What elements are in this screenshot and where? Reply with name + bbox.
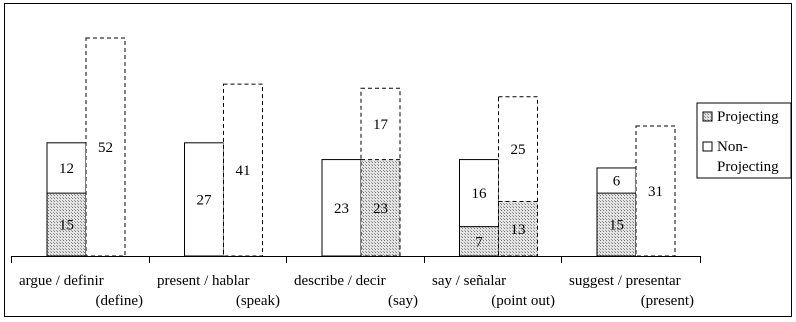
data-label-non-projecting-cat1-stack1: 12 — [59, 161, 74, 177]
data-label-non-projecting-cat1-stack2: 52 — [98, 140, 113, 156]
data-label-projecting-cat5-stack1: 15 — [609, 218, 624, 234]
data-label-non-projecting-cat5-stack1: 6 — [613, 174, 621, 190]
bar-non-projecting-cat3-stack1 — [322, 159, 361, 256]
bar-non-projecting-cat4-stack2 — [498, 96, 538, 202]
data-label-projecting-cat4-stack1: 7 — [475, 234, 483, 250]
data-label-non-projecting-cat4-stack2: 25 — [511, 142, 526, 158]
x-tick-label-3-line1: describe / decir — [294, 273, 386, 289]
legend-box — [696, 102, 792, 179]
bar-non-projecting-cat1-stack1 — [47, 142, 86, 194]
bar-non-projecting-cat2-stack2 — [223, 84, 263, 256]
bar-non-projecting-cat4-stack1 — [459, 159, 499, 227]
x-tick-label-1-line2: (define) — [96, 293, 143, 309]
legend-label-projecting: Projecting — [717, 109, 779, 125]
x-tick-label-2-line2: (speak) — [236, 293, 280, 309]
bar-projecting-cat4-stack1 — [459, 226, 499, 256]
data-label-projecting-cat3-stack2: 23 — [373, 201, 388, 217]
bar-projecting-cat1-stack1 — [47, 193, 86, 256]
x-tick-label-5-line2: (present) — [641, 293, 694, 309]
x-tick-label-4-line1: say / señalar — [432, 273, 506, 289]
data-label-non-projecting-cat2-stack2: 41 — [236, 163, 251, 179]
data-label-non-projecting-cat3-stack2: 17 — [373, 117, 389, 133]
bar-projecting-cat4-stack2 — [498, 201, 538, 256]
x-axis: argue / definir (define) present / hablar (… — [11, 256, 701, 309]
bar-non-projecting-cat5-stack1 — [597, 167, 636, 194]
legend-label-non-projecting-line1: Non- — [717, 139, 748, 155]
data-label-non-projecting-cat5-stack2: 31 — [648, 184, 663, 200]
legend-label-non-projecting-line2: Projecting — [717, 159, 779, 175]
x-tick-label-3-line2: (say) — [388, 293, 418, 309]
bar-labels-layer: 15 12 27 23 7 16 15 6 52 41 23 17 13 25 31 — [59, 117, 663, 250]
bar-projecting-cat3-stack2 — [361, 159, 400, 256]
bar-non-projecting-cat5-stack2 — [636, 126, 675, 257]
bar-non-projecting-cat3-stack2 — [361, 88, 400, 160]
bars-layer — [46, 37, 676, 257]
legend: Projecting Non- Projecting — [696, 102, 792, 179]
data-label-non-projecting-cat2-stack1: 27 — [197, 192, 213, 208]
data-label-non-projecting-cat4-stack1: 16 — [472, 186, 488, 202]
x-tick-label-4-line2: (point out) — [491, 293, 555, 309]
data-label-projecting-cat4-stack2: 13 — [511, 222, 526, 238]
bar-projecting-cat5-stack1 — [597, 193, 636, 256]
data-label-projecting-cat1-stack1: 15 — [59, 218, 74, 234]
x-tick-label-2-line1: present / hablar — [157, 273, 249, 289]
bar-non-projecting-cat1-stack2 — [86, 38, 125, 256]
legend-swatch-non-projecting — [702, 141, 713, 152]
data-label-non-projecting-cat3-stack1: 23 — [334, 201, 349, 217]
x-tick-label-5-line1: suggest / presentar — [569, 273, 681, 289]
x-tick-label-1-line1: argue / definir — [19, 273, 104, 289]
legend-swatch-projecting — [702, 111, 713, 122]
bar-non-projecting-cat2-stack1 — [184, 142, 224, 256]
